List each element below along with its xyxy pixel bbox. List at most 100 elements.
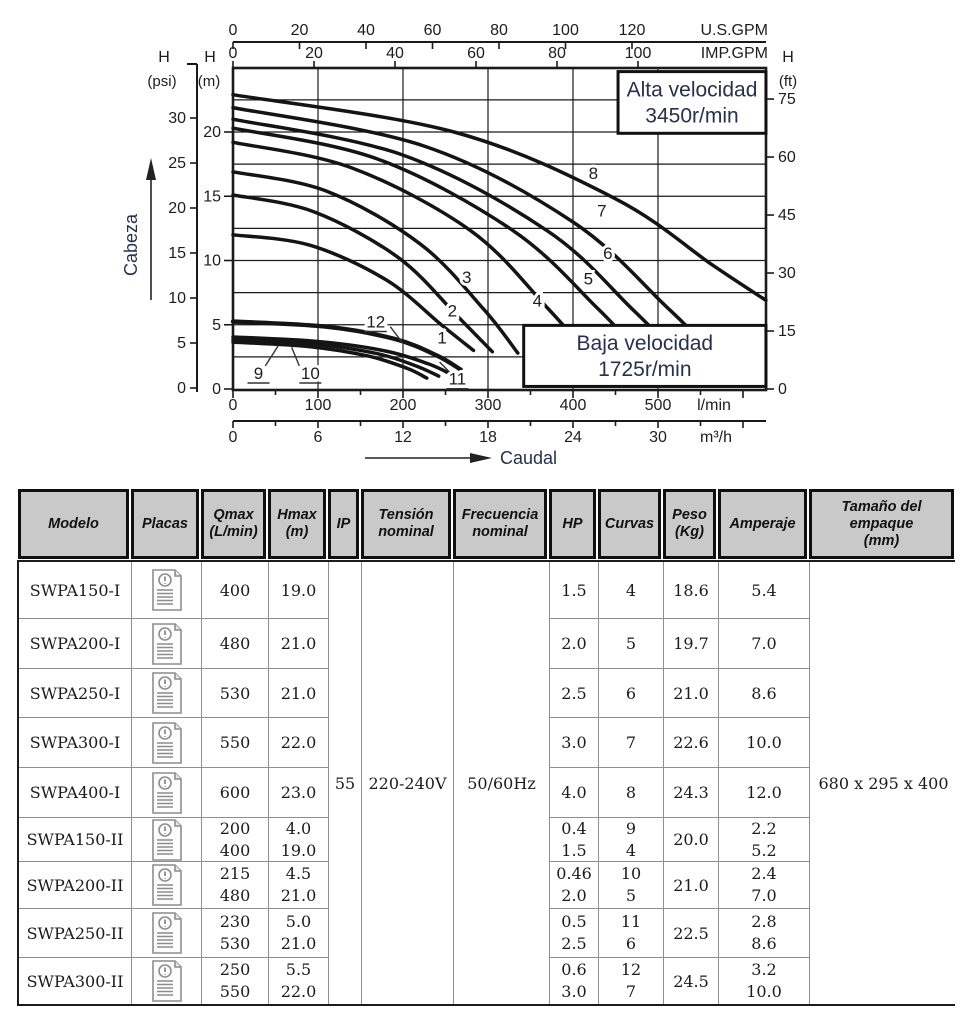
placas-link[interactable] <box>149 568 185 612</box>
cell-curvas: 8 <box>599 768 664 818</box>
spec-table-header: Modelo Placas Qmax (L/min) Hmax (m) IP Tensión n… <box>17 488 955 560</box>
cell-placas <box>132 862 202 909</box>
cell-placas <box>132 958 202 1004</box>
cell-curvas: 11 6 <box>599 909 664 958</box>
cell-qmax: 550 <box>202 718 269 768</box>
placas-link[interactable] <box>149 721 185 765</box>
placas-link[interactable] <box>149 818 185 862</box>
curve-3 <box>231 170 520 355</box>
cell-hp: 0.5 2.5 <box>550 909 599 958</box>
cell-placas <box>132 669 202 718</box>
curve-label-1: 1 <box>437 329 446 348</box>
cell-amperaje: 2.4 7.0 <box>719 862 810 909</box>
cell-qmax: 530 <box>202 669 269 718</box>
col-header-curvas: Curvas <box>597 488 662 560</box>
svg-text:100: 100 <box>552 22 579 39</box>
svg-text:15: 15 <box>168 245 186 262</box>
svg-text:0: 0 <box>212 381 221 398</box>
cell-placas <box>132 818 202 862</box>
cell-hmax: 23.0 <box>269 768 329 818</box>
cell-hp: 2.0 <box>550 619 599 669</box>
cell-peso: 18.6 <box>664 562 719 619</box>
col-header-modelo: Modelo <box>17 488 130 560</box>
col-header-amperaje: Amperaje <box>717 488 808 560</box>
curve-6 <box>231 117 684 362</box>
cell-modelo: SWPA150-II <box>19 818 132 862</box>
curve-11 <box>231 335 455 377</box>
cell-qmax: 600 <box>202 768 269 818</box>
cell-amperaje: 3.2 10.0 <box>719 958 810 1004</box>
svg-text:3450r/min: 3450r/min <box>645 104 738 127</box>
cell-placas <box>132 718 202 768</box>
document-info-icon[interactable] <box>149 818 185 862</box>
col-header-hp: HP <box>548 488 597 560</box>
cell-curvas: 4 <box>599 562 664 619</box>
placas-link[interactable] <box>149 911 185 955</box>
cell-hp: 0.4 1.5 <box>550 818 599 862</box>
curve-label-6: 6 <box>603 244 612 263</box>
curve-9 <box>231 340 429 380</box>
lmin-unit: l/min <box>697 397 731 414</box>
placas-link[interactable] <box>149 622 185 666</box>
cell-hmax: 5.0 21.0 <box>269 909 329 958</box>
curve-label-12: 12 <box>366 313 385 332</box>
flow-axis-label: Caudal <box>500 448 557 468</box>
cell-amperaje: 2.8 8.6 <box>719 909 810 958</box>
curve-1 <box>231 233 476 353</box>
cell-amperaje: 5.4 <box>719 562 810 619</box>
document-info-icon[interactable] <box>149 771 185 815</box>
cell-amperaje: 7.0 <box>719 619 810 669</box>
curve-label-7: 7 <box>597 201 606 220</box>
cell-qmax: 230 530 <box>202 909 269 958</box>
cell-modelo: SWPA400-I <box>19 768 132 818</box>
document-info-icon[interactable] <box>149 863 185 907</box>
cell-hmax: 4.0 19.0 <box>269 818 329 862</box>
col-header-placas: Placas <box>130 488 200 560</box>
svg-text:40: 40 <box>386 45 404 62</box>
placas-link[interactable] <box>149 863 185 907</box>
svg-text:80: 80 <box>490 22 508 39</box>
svg-text:60: 60 <box>778 149 796 166</box>
document-info-icon[interactable] <box>149 959 185 1003</box>
cell-curvas: 10 5 <box>599 862 664 909</box>
cell-amperaje: 8.6 <box>719 669 810 718</box>
svg-text:H: H <box>204 49 216 66</box>
svg-text:40: 40 <box>357 22 375 39</box>
placas-link[interactable] <box>149 671 185 715</box>
document-info-icon[interactable] <box>149 622 185 666</box>
document-info-icon[interactable] <box>149 671 185 715</box>
svg-text:300: 300 <box>475 397 502 414</box>
cell-peso: 24.3 <box>664 768 719 818</box>
curve-12 <box>230 319 463 372</box>
curve-label-2: 2 <box>448 302 457 321</box>
cell-empaque: 680 x 295 x 400 <box>810 562 957 1004</box>
document-info-icon[interactable] <box>149 568 185 612</box>
placas-link[interactable] <box>149 771 185 815</box>
col-header-tension: Tensión nominal <box>360 488 452 560</box>
cell-placas <box>132 768 202 818</box>
cell-modelo: SWPA300-II <box>19 958 132 1004</box>
svg-text:20: 20 <box>168 200 186 217</box>
curve-2 <box>231 193 495 354</box>
placas-link[interactable] <box>149 959 185 1003</box>
col-header-frecuencia: Frecuencia nominal <box>452 488 548 560</box>
svg-text:Baja velocidad: Baja velocidad <box>577 332 714 355</box>
cell-modelo: SWPA200-II <box>19 862 132 909</box>
cell-peso: 24.5 <box>664 958 719 1004</box>
svg-text:10: 10 <box>168 290 186 307</box>
svg-text:20: 20 <box>203 124 221 141</box>
spec-table-body: SWPA150-I 400 19.0 55 220-240V 50/60Hz 680 x … <box>17 560 957 1006</box>
document-info-icon[interactable] <box>149 911 185 955</box>
cell-hp: 0.6 3.0 <box>550 958 599 1004</box>
svg-text:30: 30 <box>778 265 796 282</box>
svg-text:1725r/min: 1725r/min <box>598 358 691 381</box>
svg-text:45: 45 <box>778 207 796 224</box>
svg-text:60: 60 <box>424 22 442 39</box>
svg-text:100: 100 <box>305 397 332 414</box>
document-info-icon[interactable] <box>149 721 185 765</box>
svg-text:20: 20 <box>291 22 309 39</box>
svg-text:0: 0 <box>778 381 787 398</box>
cell-placas <box>132 909 202 958</box>
